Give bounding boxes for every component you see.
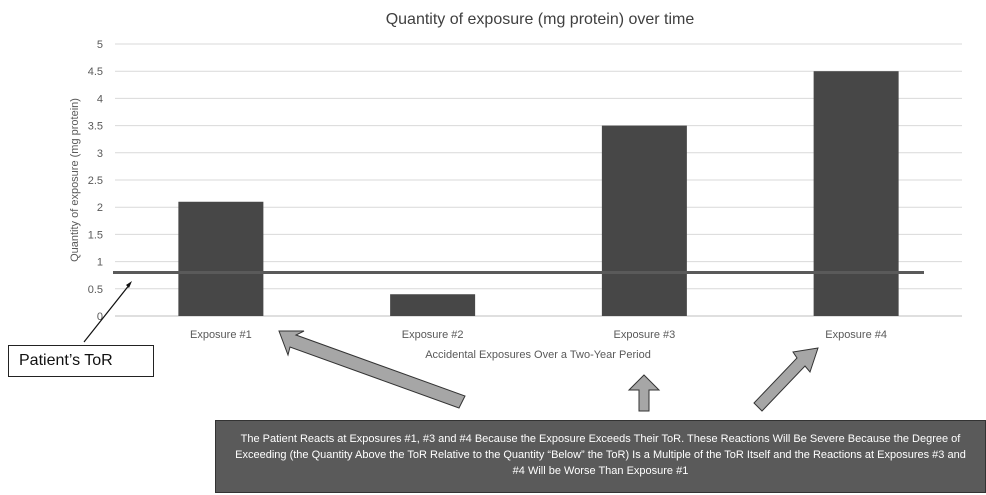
- y-tick-label: 3.5: [88, 121, 103, 133]
- explanation-note-box: The Patient Reacts at Exposures #1, #3 a…: [215, 420, 986, 493]
- bar: [178, 201, 264, 316]
- y-tick-label: 4: [97, 93, 103, 105]
- tor-pointer-arrow: [83, 283, 131, 343]
- y-axis-ticks: 0 0.5 1 1.5 2 2.5 3 3.5 4 4.5 5: [88, 39, 103, 323]
- bar: [390, 294, 476, 316]
- arrow-to-exposure-1: [278, 330, 466, 409]
- x-tick-label: Exposure #4: [825, 329, 887, 341]
- explanation-note-text: The Patient Reacts at Exposures #1, #3 a…: [235, 433, 966, 477]
- y-tick-label: 2: [97, 202, 103, 214]
- x-tick-label: Exposure #2: [402, 329, 464, 341]
- x-tick-label: Exposure #3: [613, 329, 675, 341]
- y-tick-label: 2.5: [88, 175, 103, 187]
- bars: [178, 71, 899, 316]
- arrow-to-exposure-3: [627, 374, 661, 412]
- arrow-to-exposure-4: [753, 347, 819, 412]
- y-tick-label: 1.5: [88, 229, 103, 241]
- x-tick-label: Exposure #1: [190, 329, 252, 341]
- y-tick-label: 5: [97, 39, 103, 51]
- chart-title: Quantity of exposure (mg protein) over t…: [386, 11, 695, 28]
- y-tick-label: 0: [97, 311, 103, 323]
- y-tick-label: 4.5: [88, 66, 103, 78]
- y-tick-label: 1: [97, 257, 103, 269]
- arrows: [83, 281, 819, 412]
- y-axis-label: Quantity of exposure (mg protein): [69, 98, 81, 262]
- bar: [601, 125, 687, 316]
- x-axis-ticks: Exposure #1 Exposure #2 Exposure #3 Exposur…: [190, 329, 887, 341]
- tor-callout-label: Patient’s ToR: [19, 352, 113, 369]
- tor-pointer-arrowhead: [126, 281, 132, 288]
- y-tick-label: 3: [97, 148, 103, 160]
- tor-callout-box: Patient’s ToR: [8, 345, 154, 377]
- x-axis-label: Accidental Exposures Over a Two-Year Per…: [425, 349, 651, 361]
- bar: [813, 71, 899, 316]
- y-tick-label: 0.5: [88, 284, 103, 296]
